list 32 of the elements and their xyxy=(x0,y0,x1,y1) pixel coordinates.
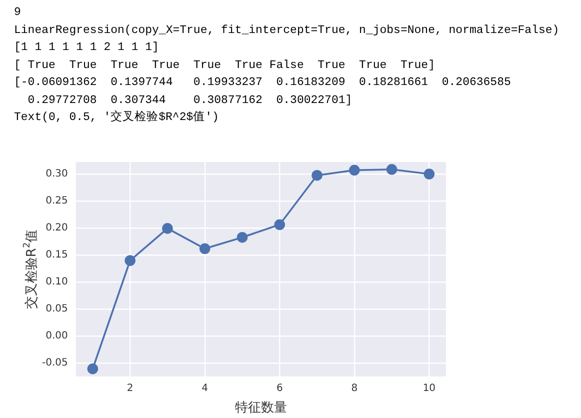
x-tick-label: 8 xyxy=(351,382,358,394)
x-tick-label: 4 xyxy=(202,382,208,394)
x-tick-label: 6 xyxy=(276,382,283,394)
point xyxy=(199,243,210,254)
y-tick-label: 0.05 xyxy=(46,304,68,315)
text: [ True True True True True True False True True True] xyxy=(14,58,436,74)
text: 9 xyxy=(14,5,22,21)
y-tick-label: 0.10 xyxy=(46,276,68,288)
point xyxy=(312,170,322,181)
text: [-0.06091362 0.1397744 0.19933237 0.16183209 0.18281661 0.20636585 xyxy=(14,75,512,91)
text: LinearRegression(copy_X=True, fit_intercept=True, n_jobs=None, normalize=False) xyxy=(14,22,560,38)
point xyxy=(236,232,248,243)
y-tick-label: 0.15 xyxy=(46,250,68,261)
point xyxy=(87,363,98,374)
point xyxy=(386,164,398,175)
x-tick-label: 10 xyxy=(422,382,436,394)
point xyxy=(424,168,435,180)
text: 0.29772708 0.307344 0.30877162 0.30022701] xyxy=(26,92,354,108)
y-tick-label: 0.00 xyxy=(46,330,68,342)
y-tick-label: -0.05 xyxy=(42,358,68,369)
point xyxy=(349,164,360,176)
y-tick-label: 0.30 xyxy=(46,168,68,180)
y-tick-label: 0.20 xyxy=(46,222,68,234)
point xyxy=(274,219,286,230)
x-axis-title: 特征数量 xyxy=(234,400,287,416)
y-tick-label: 0.25 xyxy=(46,196,68,207)
point xyxy=(124,255,136,266)
text: Text(0, 0.5, '交叉检验$R^2$值') xyxy=(14,109,220,126)
x-tick-label: 2 xyxy=(126,382,134,394)
point xyxy=(162,223,173,234)
text: [1 1 1 1 1 1 2 1 1 1] xyxy=(14,40,160,56)
y-axis-title: 交叉检验R2值 xyxy=(22,229,40,310)
